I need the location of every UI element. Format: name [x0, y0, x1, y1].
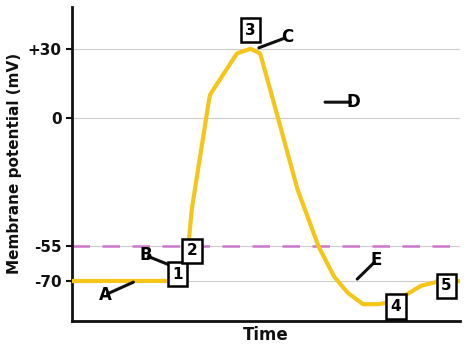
Text: 5: 5: [441, 278, 452, 293]
Text: E: E: [371, 251, 382, 269]
X-axis label: Time: Time: [243, 326, 289, 344]
Y-axis label: Membrane potential (mV): Membrane potential (mV): [7, 53, 22, 274]
Text: 3: 3: [245, 23, 256, 38]
Text: B: B: [139, 246, 152, 264]
Text: 4: 4: [391, 299, 401, 314]
Text: 2: 2: [187, 243, 198, 258]
Text: C: C: [281, 28, 293, 46]
Text: A: A: [99, 286, 111, 304]
Text: D: D: [347, 93, 360, 111]
Text: 1: 1: [172, 266, 183, 282]
